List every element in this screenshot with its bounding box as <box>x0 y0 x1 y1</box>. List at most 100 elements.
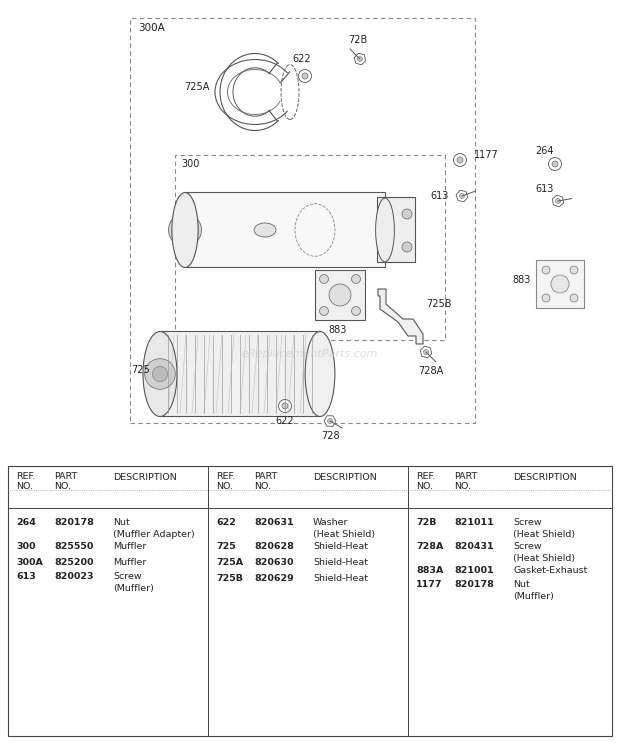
Bar <box>130 18 475 423</box>
Circle shape <box>552 161 558 167</box>
Text: 820178: 820178 <box>54 518 94 527</box>
Circle shape <box>177 222 193 238</box>
Circle shape <box>542 266 550 274</box>
Circle shape <box>319 307 329 315</box>
Circle shape <box>144 359 175 389</box>
Text: (Heat Shield): (Heat Shield) <box>313 530 375 539</box>
Polygon shape <box>324 416 336 426</box>
Text: 622: 622 <box>216 518 236 527</box>
Bar <box>377 197 415 262</box>
Text: 622: 622 <box>276 416 294 426</box>
Text: 300: 300 <box>181 159 200 169</box>
Polygon shape <box>354 54 366 65</box>
Text: 300A: 300A <box>16 558 43 567</box>
Text: 1177: 1177 <box>474 150 498 160</box>
Text: Shield-Heat: Shield-Heat <box>313 542 368 551</box>
Text: 613: 613 <box>16 572 36 581</box>
Polygon shape <box>456 190 468 202</box>
Circle shape <box>153 366 167 382</box>
Circle shape <box>352 275 360 283</box>
Circle shape <box>453 153 466 167</box>
Ellipse shape <box>143 332 177 417</box>
Bar <box>315 270 365 320</box>
Text: 820630: 820630 <box>254 558 293 567</box>
Polygon shape <box>552 195 564 207</box>
Circle shape <box>402 209 412 219</box>
Text: 72B: 72B <box>348 35 368 45</box>
Circle shape <box>169 214 202 246</box>
Circle shape <box>570 294 578 302</box>
Ellipse shape <box>254 223 276 237</box>
Text: 725A: 725A <box>216 558 243 567</box>
Text: 725: 725 <box>216 542 236 551</box>
Circle shape <box>549 158 562 170</box>
Text: PART
NO.: PART NO. <box>54 472 78 491</box>
Text: 825200: 825200 <box>54 558 94 567</box>
Text: 821011: 821011 <box>454 518 494 527</box>
Circle shape <box>570 266 578 274</box>
Text: 264: 264 <box>535 146 554 156</box>
Circle shape <box>352 307 360 315</box>
Text: 728: 728 <box>321 431 339 441</box>
Polygon shape <box>420 346 432 358</box>
Text: 622: 622 <box>293 54 311 64</box>
Text: (Muffler): (Muffler) <box>513 592 554 601</box>
Text: (Heat Shield): (Heat Shield) <box>513 530 575 539</box>
Text: REF.
NO.: REF. NO. <box>216 472 236 491</box>
Ellipse shape <box>329 284 351 306</box>
Circle shape <box>542 294 550 302</box>
Text: REF.
NO.: REF. NO. <box>16 472 35 491</box>
Text: 728A: 728A <box>418 366 443 376</box>
Text: 725A: 725A <box>185 82 210 92</box>
Text: DESCRIPTION: DESCRIPTION <box>113 473 177 483</box>
Text: (Muffler): (Muffler) <box>113 584 154 593</box>
Text: 725: 725 <box>131 365 150 375</box>
Text: Muffler: Muffler <box>113 542 146 551</box>
Bar <box>175 155 445 340</box>
Circle shape <box>282 403 288 409</box>
Text: 820628: 820628 <box>254 542 294 551</box>
Text: 725B: 725B <box>426 299 451 309</box>
Bar <box>536 260 584 308</box>
Text: 820178: 820178 <box>454 580 494 589</box>
Text: 300A: 300A <box>138 23 165 33</box>
Circle shape <box>278 400 291 412</box>
Text: 820629: 820629 <box>254 574 294 583</box>
Ellipse shape <box>376 198 394 262</box>
Text: 613: 613 <box>431 191 449 201</box>
Text: 1177: 1177 <box>416 580 443 589</box>
Ellipse shape <box>551 275 569 293</box>
Text: 728A: 728A <box>416 542 443 551</box>
Polygon shape <box>378 289 423 344</box>
Text: 820631: 820631 <box>254 518 294 527</box>
Text: 300: 300 <box>16 542 35 551</box>
Text: Muffler: Muffler <box>113 558 146 567</box>
Text: Screw: Screw <box>113 572 141 581</box>
Text: (Muffler Adapter): (Muffler Adapter) <box>113 530 195 539</box>
Text: DESCRIPTION: DESCRIPTION <box>313 473 377 483</box>
Text: (Heat Shield): (Heat Shield) <box>513 554 575 563</box>
Circle shape <box>302 73 308 79</box>
Ellipse shape <box>305 332 335 417</box>
Text: DESCRIPTION: DESCRIPTION <box>513 473 577 483</box>
Text: 725B: 725B <box>216 574 243 583</box>
Circle shape <box>423 350 428 354</box>
Text: 613: 613 <box>535 184 554 194</box>
Circle shape <box>358 57 363 62</box>
Text: 883: 883 <box>513 275 531 285</box>
Circle shape <box>319 275 329 283</box>
Circle shape <box>402 242 412 252</box>
Circle shape <box>459 193 464 199</box>
Bar <box>160 331 320 416</box>
Text: Shield-Heat: Shield-Heat <box>313 574 368 583</box>
Text: 820431: 820431 <box>454 542 494 551</box>
Text: Shield-Heat: Shield-Heat <box>313 558 368 567</box>
Text: Screw: Screw <box>513 518 542 527</box>
Text: 883: 883 <box>329 325 347 335</box>
Text: 825550: 825550 <box>54 542 94 551</box>
Ellipse shape <box>172 193 198 268</box>
Circle shape <box>327 419 332 423</box>
Text: Washer: Washer <box>313 518 348 527</box>
Text: 883A: 883A <box>416 566 443 575</box>
Text: 72B: 72B <box>416 518 436 527</box>
